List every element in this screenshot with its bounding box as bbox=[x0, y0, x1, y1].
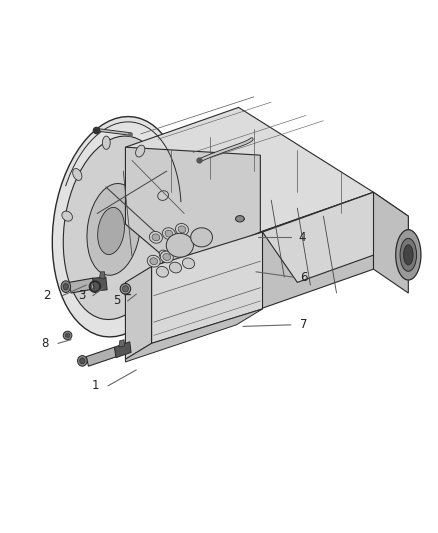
Ellipse shape bbox=[183, 258, 194, 269]
Ellipse shape bbox=[166, 233, 194, 257]
Ellipse shape bbox=[400, 238, 417, 271]
Ellipse shape bbox=[62, 211, 72, 221]
Ellipse shape bbox=[162, 228, 176, 239]
Polygon shape bbox=[374, 192, 408, 293]
Ellipse shape bbox=[63, 331, 72, 340]
Ellipse shape bbox=[149, 231, 162, 243]
Text: 5: 5 bbox=[113, 294, 120, 308]
Polygon shape bbox=[152, 232, 262, 343]
Ellipse shape bbox=[52, 117, 186, 337]
Ellipse shape bbox=[63, 136, 170, 319]
Polygon shape bbox=[125, 147, 260, 266]
Text: 6: 6 bbox=[300, 271, 307, 284]
Ellipse shape bbox=[163, 254, 171, 261]
Ellipse shape bbox=[102, 136, 110, 149]
Ellipse shape bbox=[65, 333, 70, 337]
Polygon shape bbox=[260, 192, 374, 309]
Text: 4: 4 bbox=[298, 231, 305, 244]
Ellipse shape bbox=[403, 245, 413, 265]
Ellipse shape bbox=[120, 284, 131, 294]
Text: 8: 8 bbox=[41, 337, 49, 350]
Polygon shape bbox=[115, 342, 131, 358]
Ellipse shape bbox=[396, 230, 421, 280]
Ellipse shape bbox=[159, 250, 170, 261]
Ellipse shape bbox=[136, 145, 145, 157]
Ellipse shape bbox=[191, 228, 212, 247]
Ellipse shape bbox=[236, 216, 244, 222]
Ellipse shape bbox=[61, 281, 71, 293]
Ellipse shape bbox=[156, 266, 169, 277]
Polygon shape bbox=[69, 278, 95, 293]
Polygon shape bbox=[125, 266, 152, 359]
Ellipse shape bbox=[80, 358, 85, 364]
Ellipse shape bbox=[147, 255, 160, 267]
Ellipse shape bbox=[73, 168, 82, 180]
Polygon shape bbox=[125, 108, 374, 232]
Ellipse shape bbox=[165, 230, 173, 237]
Ellipse shape bbox=[176, 223, 188, 235]
Ellipse shape bbox=[170, 262, 181, 273]
Polygon shape bbox=[119, 340, 124, 347]
Ellipse shape bbox=[78, 356, 87, 366]
Text: 3: 3 bbox=[78, 289, 85, 302]
Text: 1: 1 bbox=[91, 379, 99, 392]
Ellipse shape bbox=[98, 207, 124, 255]
Text: 7: 7 bbox=[300, 318, 307, 332]
Polygon shape bbox=[99, 272, 105, 278]
Polygon shape bbox=[86, 347, 117, 366]
Ellipse shape bbox=[63, 284, 68, 290]
Ellipse shape bbox=[122, 286, 128, 292]
Ellipse shape bbox=[178, 226, 186, 233]
Polygon shape bbox=[125, 309, 262, 362]
Ellipse shape bbox=[160, 251, 173, 263]
Ellipse shape bbox=[87, 183, 141, 275]
Ellipse shape bbox=[152, 234, 160, 241]
Ellipse shape bbox=[158, 191, 169, 200]
Ellipse shape bbox=[150, 258, 158, 265]
Text: 2: 2 bbox=[43, 289, 51, 302]
Polygon shape bbox=[262, 192, 408, 282]
Polygon shape bbox=[93, 277, 107, 291]
